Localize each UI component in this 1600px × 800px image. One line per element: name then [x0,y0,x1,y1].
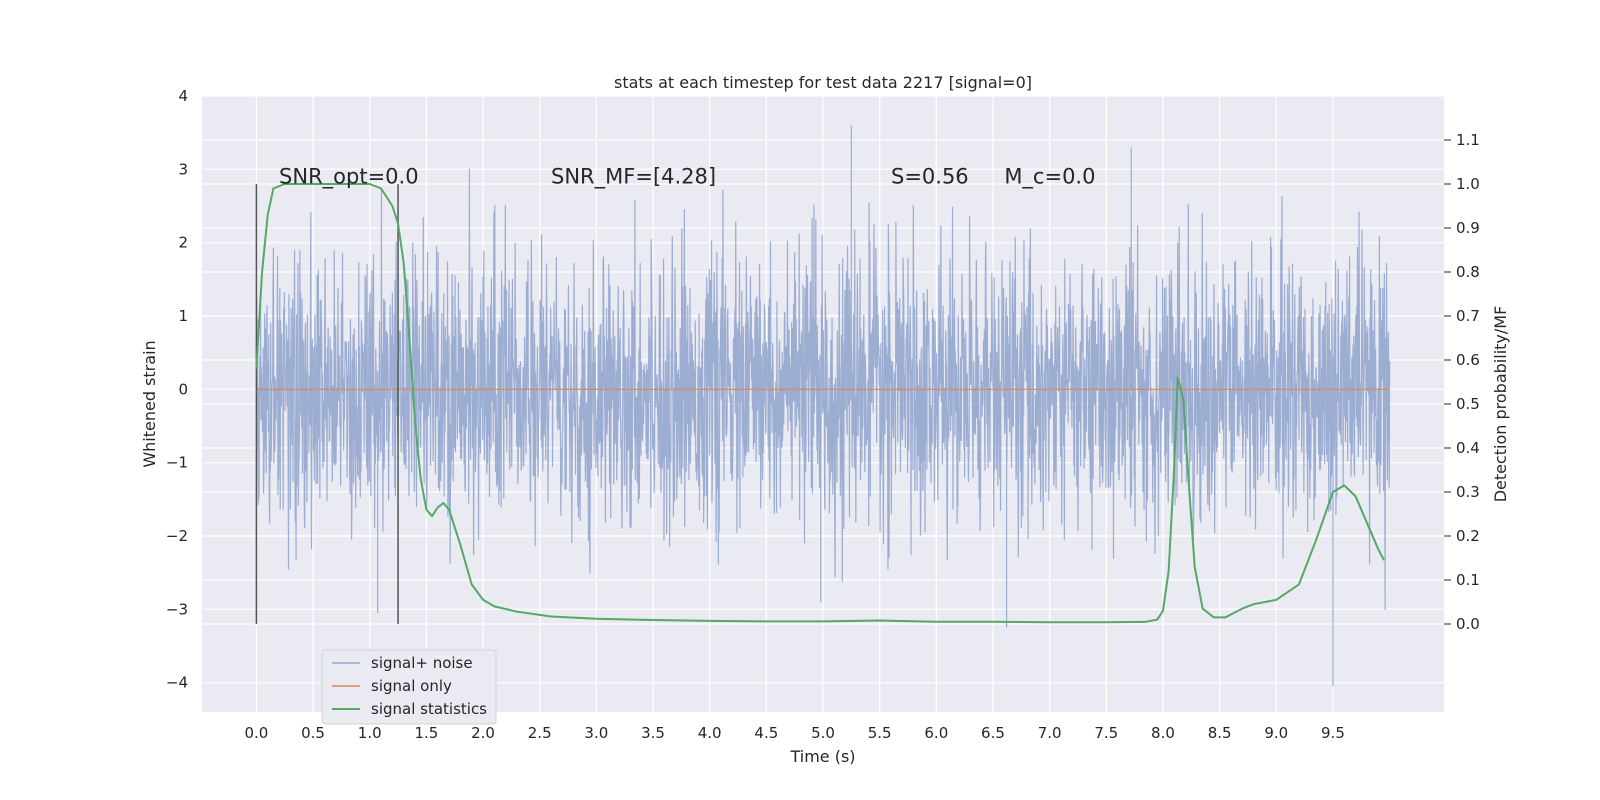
y-right-tick-label: 0.3 [1456,483,1480,501]
x-tick-label: 6.0 [924,724,948,742]
y-right-tick-label: 1.0 [1456,175,1480,193]
y-left-axis-ticks: 4 3 2 1 0 −1 −2 −3 −4 [166,87,188,692]
x-tick-label: 8.0 [1151,724,1175,742]
y-left-tick-label: 0 [178,380,188,398]
x-tick-label: 0.0 [244,724,268,742]
y-right-tick-label: 0.7 [1456,307,1480,325]
y-right-tick-label: 1.1 [1456,131,1480,149]
y-left-tick-label: −3 [166,600,188,618]
x-tick-label: 1.5 [414,724,438,742]
y-left-tick-label: −4 [166,674,188,692]
chart-title: stats at each timestep for test data 221… [614,73,1032,92]
x-tick-label: 9.5 [1321,724,1345,742]
y-right-tick-label: 0.6 [1456,351,1480,369]
y-right-tick-label: 0.9 [1456,219,1480,237]
y-left-tick-label: 4 [178,87,188,105]
y-right-tick-label: 0.8 [1456,263,1480,281]
y-right-axis-label: Detection probability/MF [1491,306,1510,503]
y-right-tick-label: 0.4 [1456,439,1480,457]
y-left-tick-label: −1 [166,454,188,472]
signal-noise-series [255,125,1391,687]
y-right-axis-ticks: 0.0 0.1 0.2 0.3 0.4 0.5 0.6 0.7 0.8 0.9 1.0 1.1 [1444,131,1480,633]
y-right-tick-label: 0.2 [1456,527,1480,545]
legend-label-signal-noise: signal+ noise [371,654,473,672]
x-tick-label: 2.0 [471,724,495,742]
legend: signal+ noise signal only signal statist… [321,649,497,725]
x-tick-label: 9.0 [1264,724,1288,742]
x-tick-label: 2.5 [528,724,552,742]
annotation-text: SNR_MF=[4.28] [551,165,716,190]
x-tick-label: 3.0 [584,724,608,742]
signal-statistics-line [255,183,1385,624]
signal-statistics-series [255,183,1385,624]
x-tick-label: 1.0 [358,724,382,742]
x-tick-label: 8.5 [1208,724,1232,742]
annotation-text: M_c=0.0 [1004,165,1095,190]
x-tick-label: 5.5 [868,724,892,742]
legend-box [321,649,497,725]
y-right-tick-label: 0.5 [1456,395,1480,413]
annotation-text: SNR_opt=0.0 [279,165,419,190]
y-left-tick-label: 2 [178,234,188,252]
annotation-text: S=0.56 [891,165,969,189]
x-tick-label: 7.0 [1038,724,1062,742]
marker-lines [255,184,399,624]
x-tick-label: 5.0 [811,724,835,742]
annotations: SNR_opt=0.0 SNR_MF=[4.28] S=0.56 M_c=0.0 [279,165,1095,190]
y-right-tick-label: 0.0 [1456,615,1480,633]
x-tick-label: 4.5 [754,724,778,742]
x-tick-label: 7.5 [1094,724,1118,742]
x-axis-ticks: 0.0 0.5 1.0 1.5 2.0 2.5 3.0 3.5 4.0 4.5 5.0 5.5 6.0 6… [244,724,1344,742]
y-left-tick-label: −2 [166,527,188,545]
legend-label-signal-only: signal only [371,677,452,695]
y-left-tick-label: 1 [178,307,188,325]
y-right-tick-label: 0.1 [1456,571,1480,589]
x-tick-label: 6.5 [981,724,1005,742]
x-axis-label: Time (s) [789,747,855,766]
y-left-tick-label: 3 [178,160,188,178]
legend-label-signal-statistics: signal statistics [371,700,487,718]
x-tick-label: 4.0 [698,724,722,742]
y-left-axis-label: Whitened strain [140,340,159,467]
signal-noise-line [255,125,1391,687]
x-tick-label: 3.5 [641,724,665,742]
x-tick-label: 0.5 [301,724,325,742]
